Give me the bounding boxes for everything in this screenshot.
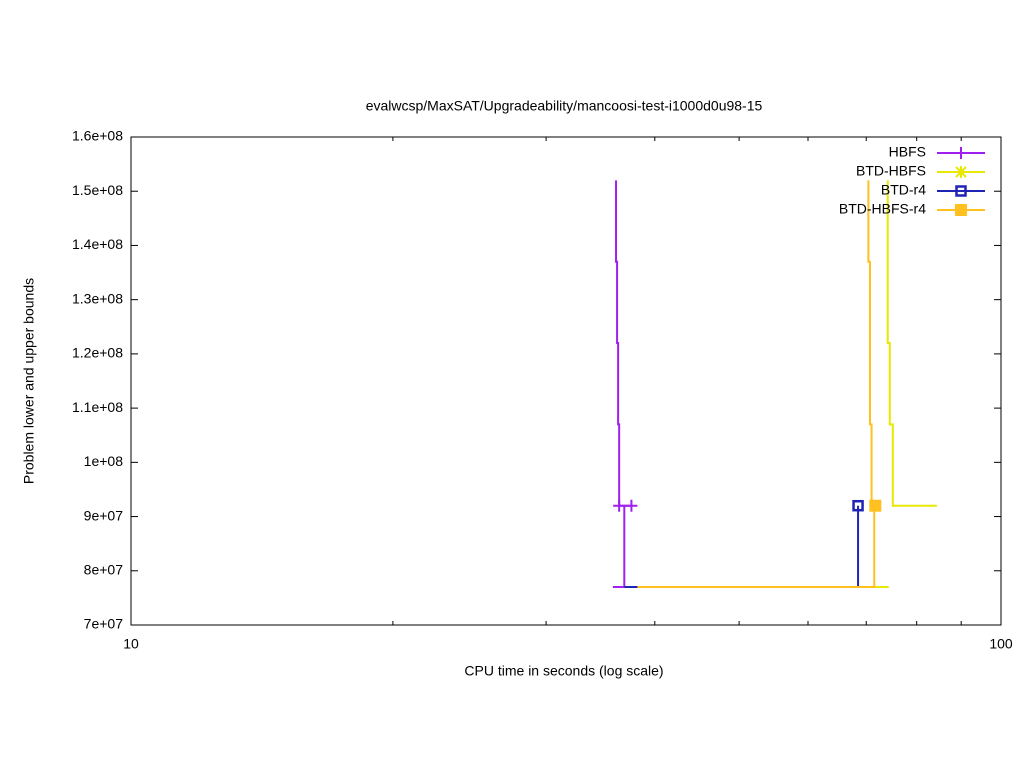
legend-label: BTD-HBFS-r4 — [839, 201, 926, 217]
y-tick-label: 8e+07 — [84, 561, 124, 577]
chart-title: evalwcsp/MaxSAT/Upgradeability/mancoosi-… — [366, 98, 763, 114]
y-tick-label: 1.3e+08 — [72, 290, 123, 306]
marker — [955, 166, 967, 178]
marker-shape — [955, 185, 967, 197]
marker-shape — [852, 499, 864, 512]
y-tick-label: 1.1e+08 — [72, 399, 123, 415]
y-tick-label: 1e+08 — [84, 453, 124, 469]
y-tick-label: 1.4e+08 — [72, 236, 123, 252]
marker-shape — [869, 499, 882, 512]
marker-shape — [625, 499, 638, 512]
legend-label: HBFS — [889, 144, 926, 160]
marker-shape — [613, 499, 626, 512]
y-tick-label: 7e+07 — [84, 616, 124, 632]
marker — [625, 499, 638, 512]
legend-label: BTD-HBFS — [856, 163, 926, 179]
y-tick-label: 1.6e+08 — [72, 128, 123, 144]
marker — [955, 204, 967, 216]
marker-shape — [955, 166, 967, 178]
x-tick-label: 10 — [123, 636, 139, 652]
x-tick-label: 100 — [989, 636, 1013, 652]
marker — [852, 499, 864, 512]
y-tick-label: 1.5e+08 — [72, 182, 123, 198]
y-tick-label: 9e+07 — [84, 507, 124, 523]
y-tick-label: 1.2e+08 — [72, 345, 123, 361]
marker — [613, 499, 626, 512]
y-axis-label: Problem lower and upper bounds — [21, 278, 37, 484]
marker — [955, 147, 967, 159]
marker — [955, 185, 967, 197]
x-axis-label: CPU time in seconds (log scale) — [464, 663, 663, 679]
marker — [869, 499, 882, 512]
legend-label: BTD-r4 — [881, 182, 926, 198]
marker-shape — [955, 147, 967, 159]
plot-frame — [130, 136, 1002, 626]
marker-shape — [955, 204, 967, 216]
